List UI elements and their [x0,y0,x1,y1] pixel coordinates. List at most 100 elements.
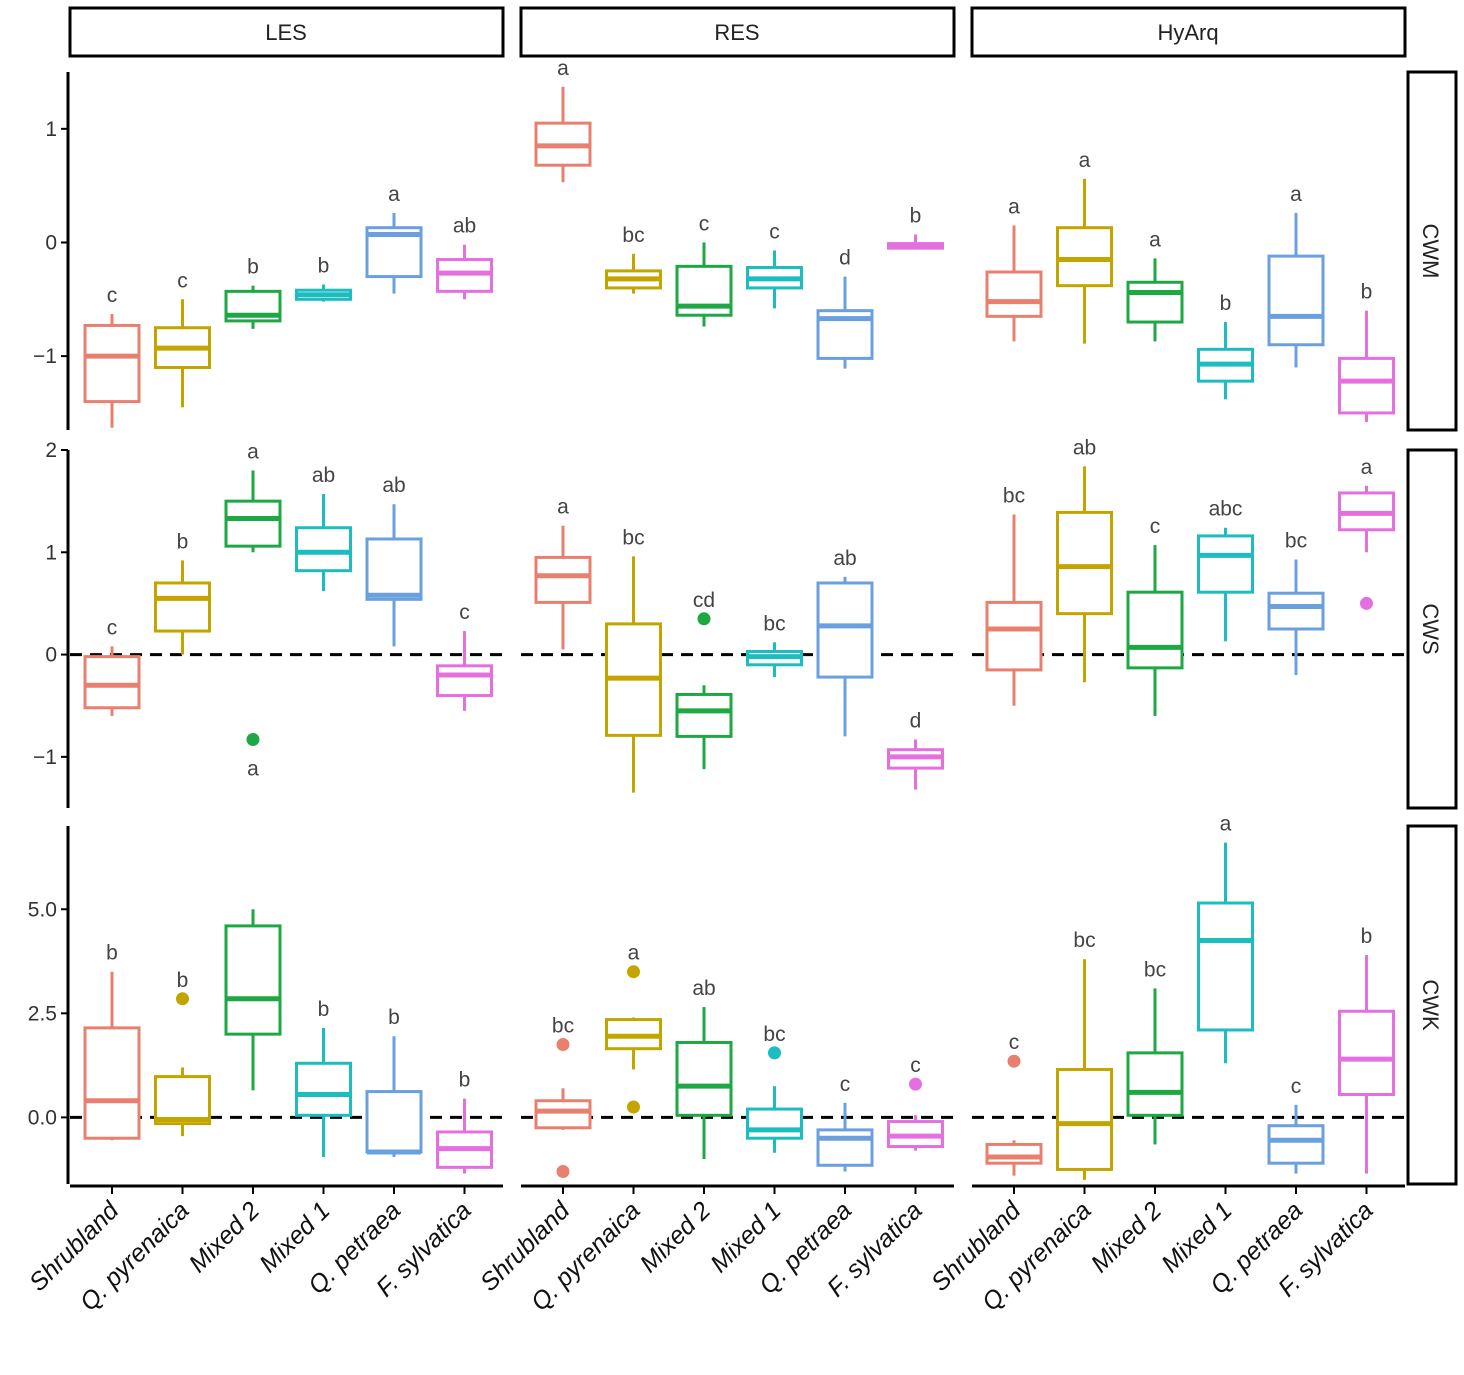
box-cwk-res-mixed-1: bc [746,1023,803,1153]
box-cwk-hyarq-mixed-2: bc [1126,958,1184,1145]
strip-res-label: RES [714,20,759,45]
significance-letter: b [1361,925,1373,948]
box-cws-res-mixed-1: bc [746,612,803,678]
y-tick-label-cws: 0 [45,644,57,667]
box-iqr [1126,590,1184,670]
box-cwm-res-q-pyrenaica: bc [605,224,662,294]
box-iqr [365,1090,423,1154]
box-cwm-res-mixed-1: c [746,220,803,309]
significance-letter: c [1150,515,1161,538]
box-cws-res-shrubland: a [534,496,592,650]
box-iqr [154,1075,211,1126]
box-iqr [1197,901,1254,1032]
strip-cwm [1406,70,1458,432]
strip-cws-label: CWS [1418,603,1443,654]
box-iqr [1056,510,1113,616]
significance-letter: a [557,57,569,80]
y-tick-label-cwk: 2.5 [28,1002,57,1025]
box-cws-les-shrubland: c [83,616,141,716]
box-iqr [436,664,493,697]
significance-letter: a [1079,149,1091,172]
x-label-mixed-2: Mixed 2 [184,1196,266,1278]
y-tick-label-cwk: 0.0 [28,1106,57,1129]
box-cwm-hyarq-mixed-1: b [1197,292,1254,400]
box-cwk-res-mixed-2: ab [675,977,733,1160]
y-tick-label-cwm: −1 [33,345,57,368]
strip-les [68,6,505,58]
significance-letter: c [459,601,470,624]
significance-letter: b [177,530,189,553]
box-cwm-hyarq-mixed-2: a [1126,228,1184,342]
significance-letter: a [628,942,640,965]
box-iqr [816,1128,874,1167]
significance-letter: a [388,183,400,206]
significance-letter: abc [1209,498,1243,521]
box-cws-hyarq-q-petraea: bc [1267,529,1325,676]
significance-letter: bc [763,612,785,635]
box-cwm-les-shrubland: c [83,284,141,428]
box-cwk-res-q-petraea: c [816,1073,874,1172]
box-cwm-res-mixed-2: c [675,212,733,327]
significance-letter: cd [693,589,715,612]
y-tick-label-cwk: 5.0 [28,898,57,921]
significance-letter: b [318,255,330,278]
outlier-letter: a [247,757,259,780]
strip-res [519,6,956,58]
box-cwk-les-mixed-2 [224,909,282,1091]
box-cwk-res-q-pyrenaica: a [605,942,662,1114]
outlier-point [697,612,711,626]
box-iqr [985,600,1043,672]
significance-letter: a [557,496,569,519]
box-cws-res-q-petraea: ab [816,547,874,737]
significance-letter: ab [382,474,405,497]
significance-letter: bc [552,1015,574,1038]
box-cwk-res-shrubland: bc [534,1015,592,1179]
outlier-point [246,732,260,746]
outlier-point [176,992,189,1006]
box-cws-hyarq-f-sylvatica: a [1338,456,1395,610]
box-cws-res-f-sylvatica: d [887,709,944,790]
box-iqr [295,1061,352,1117]
significance-letter: bc [622,224,644,247]
row-strips: CWM CWS CWK [1406,70,1458,1186]
box-iqr [746,1107,803,1140]
box-cwm-les-q-pyrenaica: c [154,269,211,408]
box-iqr [1056,1068,1113,1171]
strip-hyarq-label: HyArq [1157,20,1218,45]
box-cwk-hyarq-shrubland: c [985,1031,1043,1176]
significance-letter: bc [1003,484,1025,507]
box-iqr [83,655,141,710]
box-cwm-les-f-sylvatica: ab [436,215,493,300]
significance-letter: ab [312,464,335,487]
box-cwk-les-q-petraea: b [365,1006,423,1157]
outlier-point [768,1046,781,1060]
significance-letter: b [318,998,330,1021]
significance-letter: d [839,247,851,270]
strip-les-label: LES [265,20,307,45]
box-cwm-les-mixed-1: b [295,255,352,302]
significance-letter: b [910,205,922,228]
box-cwm-res-f-sylvatica: b [887,205,944,250]
box-iqr [1338,1009,1395,1097]
box-cws-res-mixed-2: cd [675,589,733,770]
significance-letter: c [1009,1031,1020,1054]
significance-letter: c [840,1073,851,1096]
significance-letter: a [1149,228,1161,251]
box-cwk-hyarq-f-sylvatica: b [1338,925,1395,1174]
box-cws-les-q-pyrenaica: b [154,530,211,655]
significance-letter: b [106,942,118,965]
box-iqr [1267,1124,1325,1165]
box-iqr [1126,280,1184,324]
box-cwm-hyarq-q-petraea: a [1267,183,1325,368]
box-cwm-res-shrubland: a [534,57,592,183]
significance-letter: b [1361,281,1373,304]
box-iqr [985,270,1043,318]
significance-letter: a [1361,456,1373,479]
box-iqr [1197,534,1254,594]
significance-letter: bc [763,1023,785,1046]
outlier-point [556,1165,570,1179]
x-label-mixed-2: Mixed 2 [1086,1196,1168,1278]
box-cws-les-q-petraea: ab [365,474,423,647]
